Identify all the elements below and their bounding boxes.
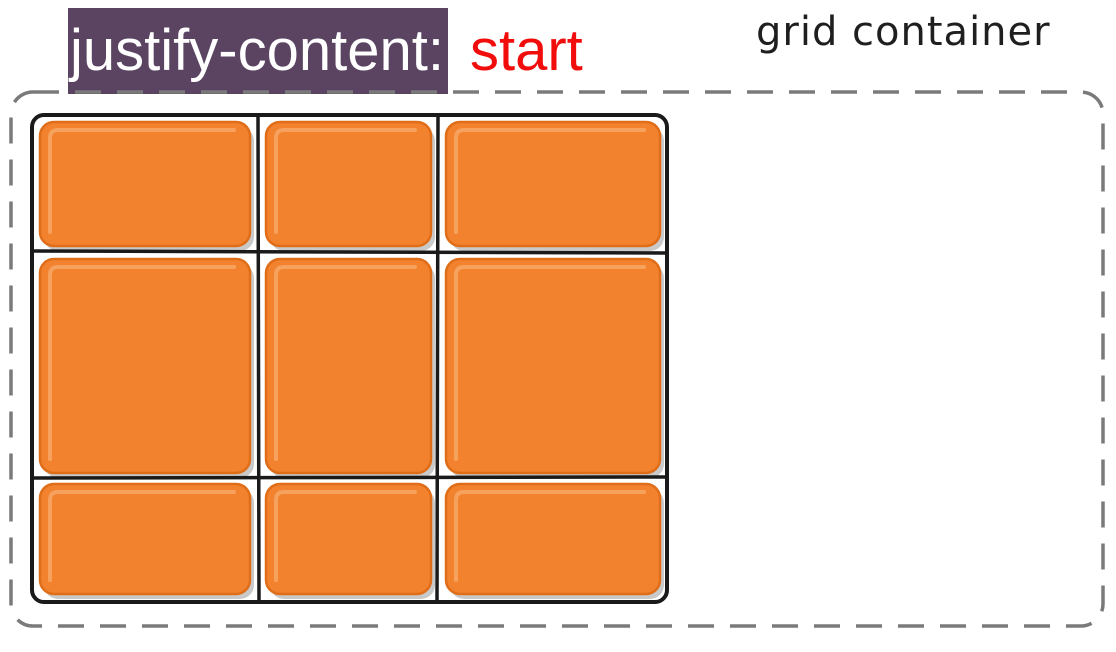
- grid-item-body: [444, 257, 662, 475]
- grid-item-highlight: [454, 490, 646, 582]
- grid-item-4: [38, 257, 254, 478]
- grid-item-7: [38, 482, 254, 599]
- grid-item-5: [264, 257, 435, 478]
- grid-item-body: [38, 257, 252, 475]
- grid-items: [38, 120, 664, 599]
- grid-line-col-2: [435, 114, 440, 603]
- grid-item-highlight: [274, 490, 417, 582]
- grid-item-1: [38, 120, 254, 251]
- grid-container-label: grid container: [756, 9, 1051, 55]
- grid-item-highlight: [274, 128, 417, 234]
- value-label: start: [447, 8, 589, 94]
- grid-item-body: [444, 120, 662, 248]
- grid-item-highlight: [454, 265, 646, 461]
- grid-item-body: [264, 482, 433, 596]
- grid-line-col-1: [256, 114, 261, 603]
- grid-item-9: [444, 482, 664, 599]
- grid-item-highlight: [48, 490, 236, 582]
- grid-item-body: [444, 482, 662, 596]
- grid-item-8: [264, 482, 435, 599]
- grid-item-body: [38, 120, 252, 248]
- grid-line-row-1: [31, 249, 668, 255]
- grid-item-highlight: [48, 128, 236, 234]
- grid-item-6: [444, 257, 664, 478]
- grid-item-highlight: [48, 265, 236, 461]
- grid-container-outline: [9, 90, 1105, 628]
- grid-item-body: [38, 482, 252, 596]
- grid-item-highlight: [454, 128, 646, 234]
- grid-item-2: [264, 120, 435, 251]
- grid-line-row-2: [31, 475, 668, 480]
- grid-item-3: [444, 120, 664, 251]
- title-block: justify-content: start: [68, 8, 589, 94]
- grid-lines: [31, 114, 668, 603]
- grid-item-highlight: [274, 265, 417, 461]
- property-label: justify-content:: [68, 8, 448, 94]
- grid-item-body: [264, 120, 433, 248]
- grid-item-body: [264, 257, 433, 475]
